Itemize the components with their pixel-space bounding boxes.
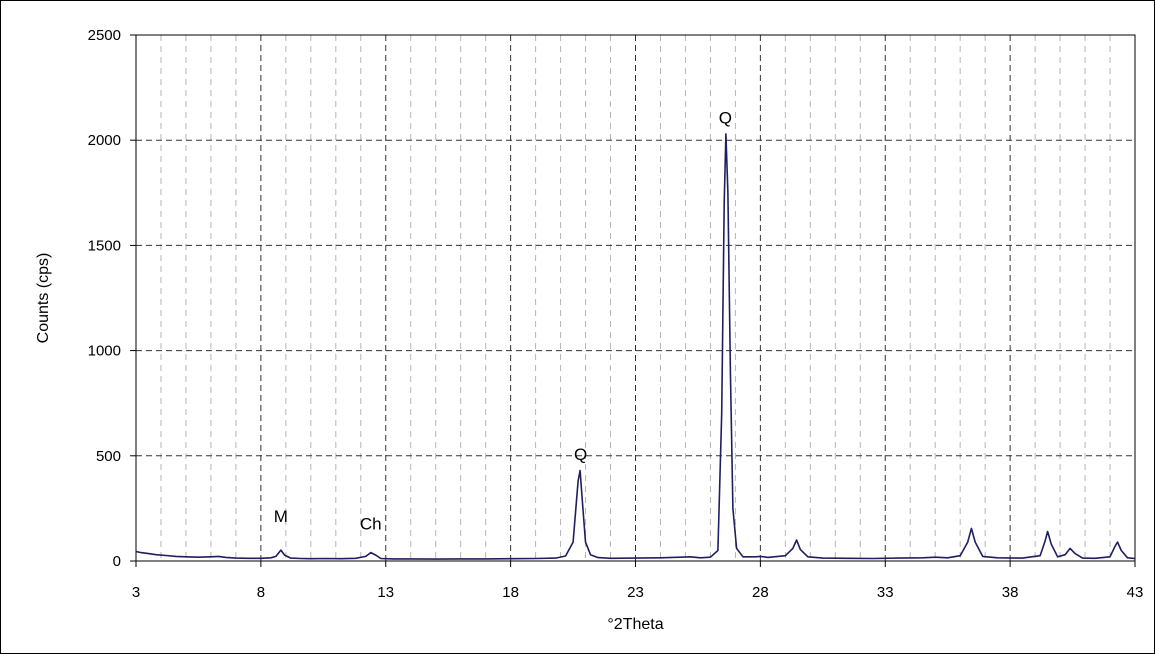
- x-tick-label: 18: [502, 584, 519, 601]
- x-tick-label: 13: [377, 584, 394, 601]
- major-gridlines: [136, 35, 1135, 561]
- x-tick-label: 43: [1127, 584, 1144, 601]
- x-tick-label: 28: [752, 584, 769, 601]
- x-tick-label: 33: [877, 584, 894, 601]
- peak-label: Ch: [360, 514, 382, 533]
- y-tick-label: 2500: [88, 27, 121, 44]
- x-axis-label: °2Theta: [607, 616, 663, 633]
- x-tick-label: 23: [627, 584, 644, 601]
- y-tick-labels: 0 500 1000 1500 2000 2500: [88, 27, 136, 570]
- x-tick-label: 3: [132, 584, 140, 601]
- peak-label: Q: [574, 445, 587, 464]
- x-tick-label: 38: [1002, 584, 1019, 601]
- peak-annotations: M Ch Q Q: [274, 108, 732, 533]
- y-tick-label: 1500: [88, 237, 121, 254]
- x-tick-labels: 3 8 13 18 23 28 33 38 43: [132, 561, 1144, 601]
- peak-label: M: [274, 507, 288, 526]
- diffraction-pattern-line: [135, 133, 1136, 560]
- y-axis-label: Counts (cps): [35, 253, 52, 344]
- y-tick-label: 2000: [88, 132, 121, 149]
- y-tick-label: 0: [113, 553, 121, 570]
- peak-label: Q: [719, 108, 732, 127]
- y-tick-label: 1000: [88, 343, 121, 360]
- x-tick-label: 8: [257, 584, 265, 601]
- y-tick-label: 500: [96, 448, 121, 465]
